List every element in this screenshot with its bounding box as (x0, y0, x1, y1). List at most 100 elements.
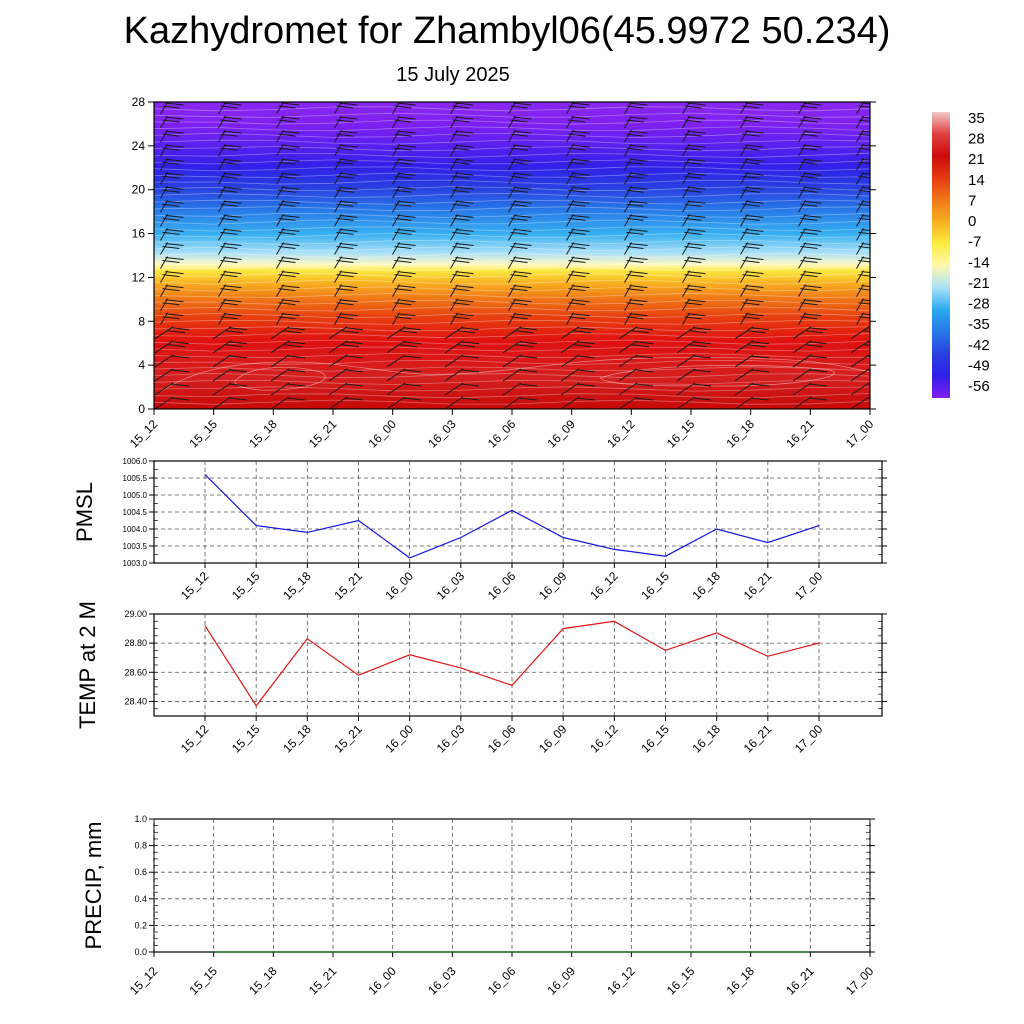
wind-barb (334, 115, 358, 129)
pmsl-x-tick-label: 16_06 (485, 569, 519, 603)
wind-barb (792, 368, 828, 382)
temp-2m-x-tick-label: 15_18 (280, 722, 314, 756)
precip-y-tick-label: 1.0 (134, 814, 147, 824)
wind-barb (682, 171, 706, 185)
colorbar-label: -35 (968, 316, 990, 333)
wind-barb (850, 368, 870, 382)
wind-barb (392, 115, 416, 129)
wind-barb (444, 326, 480, 340)
profile-x-tick-label: 17_00 (843, 417, 877, 451)
pmsl-x-tick-label: 15_18 (280, 569, 314, 603)
wind-barb (566, 298, 590, 311)
wind-barb (560, 354, 596, 368)
wind-barb (444, 354, 480, 368)
profile-y-tick-label: 4 (138, 358, 145, 372)
wind-barb (334, 256, 358, 269)
wind-barb (798, 157, 822, 171)
wind-barb (624, 171, 648, 185)
precip-x-tick-label: 15_15 (187, 964, 221, 998)
wind-barb (276, 186, 300, 199)
wind-barb (508, 102, 532, 115)
wind-barb (276, 298, 300, 311)
wind-barb (334, 157, 358, 171)
wind-barb (566, 171, 590, 185)
wind-barb (450, 312, 474, 325)
wind-barb (386, 396, 422, 409)
wind-barb (334, 102, 358, 115)
wind-barb (798, 186, 822, 199)
wind-barb (740, 115, 764, 129)
wind-barb (856, 200, 870, 213)
wind-barb (740, 171, 764, 185)
wind-barb (566, 186, 590, 199)
wind-barb (566, 102, 590, 115)
wind-barb (560, 368, 596, 382)
wind-barb (392, 270, 416, 283)
wind-barb (218, 157, 242, 171)
wind-barb (334, 270, 358, 283)
wind-barb (856, 214, 870, 227)
temp-2m-y-axis-title: TEMP at 2 M (75, 601, 100, 729)
wind-barb (850, 340, 870, 354)
wind-barb (334, 186, 358, 199)
wind-barb (618, 340, 654, 354)
wind-barb (276, 115, 300, 129)
profile-x-tick-label: 16_00 (366, 417, 400, 451)
temp-2m-x-tick-label: 17_00 (792, 722, 826, 756)
wind-barb (218, 298, 242, 311)
wind-barb (734, 382, 770, 396)
wind-barb (566, 256, 590, 269)
temp-2m-y-tick-label: 28.80 (124, 638, 147, 648)
wind-barb (566, 284, 590, 297)
contour-lines (154, 106, 870, 405)
profile-y-tick-label: 20 (132, 183, 146, 197)
wind-barb (334, 284, 358, 297)
precip-x-tick-label: 16_18 (724, 964, 758, 998)
colorbar-label: 7 (968, 192, 976, 209)
temp-2m-x-tick-label: 15_12 (178, 722, 212, 756)
wind-barb (618, 396, 654, 409)
wind-barb (334, 171, 358, 185)
wind-barb (444, 340, 480, 354)
wind-barb (386, 382, 422, 396)
wind-barb (618, 382, 654, 396)
wind-barb (270, 382, 306, 396)
wind-barb (450, 102, 474, 115)
wind-barb (676, 340, 712, 354)
colorbar-label: -28 (968, 296, 990, 313)
wind-barb (270, 326, 306, 340)
wind-barb (334, 129, 358, 143)
wind-barb (450, 228, 474, 241)
wind-barb (160, 115, 184, 129)
wind-barb (508, 256, 532, 269)
wind-barb (160, 186, 184, 199)
wind-barb (740, 157, 764, 171)
precip-x-tick-label: 15_18 (246, 964, 280, 998)
wind-barb (676, 368, 712, 382)
wind-barb (682, 129, 706, 143)
wind-barb (850, 326, 870, 340)
wind-barb (856, 270, 870, 283)
wind-barb (450, 284, 474, 297)
wind-barb (682, 298, 706, 311)
wind-barb (740, 102, 764, 115)
wind-barb (798, 200, 822, 213)
wind-barb (508, 157, 532, 171)
wind-barb (624, 129, 648, 143)
temp-2m-x-tick-label: 16_15 (638, 722, 672, 756)
wind-barb (856, 284, 870, 297)
pmsl-y-tick-label: 1006.0 (123, 457, 148, 466)
pmsl-x-tick-label: 16_15 (638, 569, 672, 603)
wind-barb (682, 200, 706, 213)
chart-subtitle: 15 July 2025 (396, 64, 510, 86)
wind-barb (624, 270, 648, 283)
wind-barb (508, 143, 532, 157)
wind-barb (392, 214, 416, 227)
wind-barb (682, 102, 706, 115)
temp-2m-x-tick-label: 15_21 (331, 722, 365, 756)
wind-barb (740, 200, 764, 213)
profile-y-tick-label: 24 (132, 139, 146, 153)
wind-barb (798, 298, 822, 311)
wind-barb (276, 200, 300, 213)
wind-barb (566, 312, 590, 325)
